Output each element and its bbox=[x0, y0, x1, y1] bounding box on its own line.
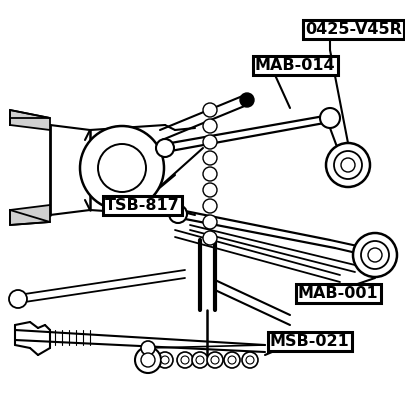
Circle shape bbox=[161, 356, 168, 364]
Circle shape bbox=[211, 356, 218, 364]
Circle shape bbox=[228, 356, 235, 364]
Circle shape bbox=[241, 352, 257, 368]
Text: MSB-021: MSB-021 bbox=[269, 334, 349, 349]
Circle shape bbox=[245, 356, 254, 364]
Circle shape bbox=[202, 103, 216, 117]
Circle shape bbox=[181, 356, 189, 364]
Circle shape bbox=[224, 352, 239, 368]
Circle shape bbox=[325, 143, 369, 187]
Circle shape bbox=[80, 126, 164, 210]
Circle shape bbox=[202, 135, 216, 149]
Circle shape bbox=[367, 248, 381, 262]
Text: MAB-001: MAB-001 bbox=[297, 286, 378, 301]
Circle shape bbox=[202, 183, 216, 197]
Circle shape bbox=[135, 347, 161, 373]
Circle shape bbox=[196, 356, 203, 364]
Circle shape bbox=[141, 341, 155, 355]
Circle shape bbox=[9, 290, 27, 308]
Polygon shape bbox=[10, 205, 50, 225]
Circle shape bbox=[360, 241, 388, 269]
Circle shape bbox=[156, 139, 174, 157]
Circle shape bbox=[168, 205, 187, 223]
Text: 0425-V45R: 0425-V45R bbox=[304, 22, 401, 37]
Circle shape bbox=[202, 167, 216, 181]
Circle shape bbox=[141, 353, 155, 367]
Circle shape bbox=[352, 233, 396, 277]
Circle shape bbox=[239, 93, 254, 107]
Text: MAB-014: MAB-014 bbox=[254, 58, 335, 73]
Circle shape bbox=[157, 352, 173, 368]
Circle shape bbox=[192, 352, 207, 368]
Circle shape bbox=[202, 199, 216, 213]
Circle shape bbox=[177, 352, 192, 368]
Circle shape bbox=[202, 215, 216, 229]
Circle shape bbox=[207, 352, 222, 368]
Circle shape bbox=[202, 231, 216, 245]
Circle shape bbox=[202, 151, 216, 165]
Polygon shape bbox=[10, 110, 50, 130]
Circle shape bbox=[319, 108, 339, 128]
Text: TSB-817: TSB-817 bbox=[105, 198, 179, 213]
Circle shape bbox=[333, 151, 361, 179]
Circle shape bbox=[340, 158, 354, 172]
Circle shape bbox=[202, 119, 216, 133]
Circle shape bbox=[98, 144, 146, 192]
